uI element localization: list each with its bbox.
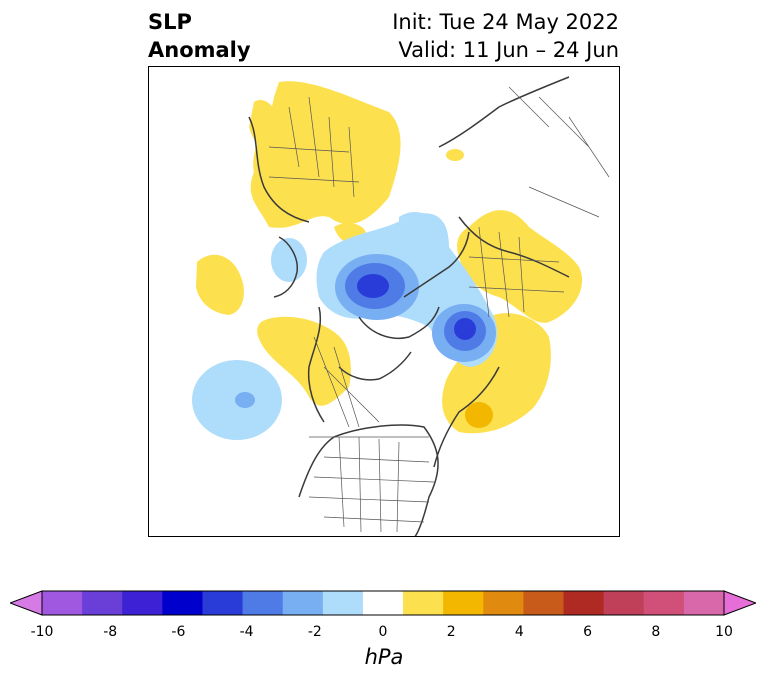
colorbar-tick-label: -6 — [171, 624, 186, 640]
political-borders — [268, 86, 610, 533]
colorbar-extend-max — [723, 590, 756, 616]
colorbar-unit-label: hPa — [364, 645, 404, 669]
negative-anomaly-bering — [271, 238, 307, 282]
map-title: SLP Anomaly — [148, 8, 251, 64]
colorbar-tick-label: -2 — [307, 624, 322, 640]
colorbar-cell — [403, 591, 444, 615]
colorbar-cell — [362, 591, 404, 615]
colorbar — [10, 590, 756, 616]
positive-anomaly-siberia — [249, 81, 401, 244]
negative-anomaly-north-pacific-core — [235, 392, 255, 408]
colorbar-cell — [122, 591, 163, 615]
colorbar-cell — [443, 591, 484, 615]
positive-anomaly-europe — [457, 210, 583, 323]
colorbar-tick-label: 0 — [378, 624, 388, 640]
colorbar-cell — [322, 591, 364, 615]
colorbar-tick-label: 2 — [446, 624, 456, 640]
positive-anomaly-greenland-sea — [446, 149, 464, 161]
colorbar-outline — [41, 590, 725, 616]
colorbar-cell — [162, 591, 203, 615]
colorbar-cell — [523, 591, 565, 615]
colorbar-cell — [202, 591, 244, 615]
coastlines — [248, 76, 570, 536]
negative-anomaly-barents-inner — [357, 274, 389, 298]
colorbar-tick-label: 10 — [715, 624, 733, 640]
colorbar-tick-labels: -10 -8 -6 -4 -2 0 2 4 6 8 10 — [0, 624, 768, 644]
colorbar-tick-label: 4 — [514, 624, 524, 640]
anomaly-map — [192, 76, 610, 536]
colorbar-cell — [643, 591, 685, 615]
colorbar-tick-label: -8 — [103, 624, 118, 640]
positive-anomaly-pacific — [196, 254, 244, 315]
init-date: Init: Tue 24 May 2022 — [392, 10, 619, 34]
colorbar-tick-label: 6 — [583, 624, 593, 640]
colorbar-cell — [242, 591, 284, 615]
colorbar-cell — [603, 591, 645, 615]
colorbar-cell — [683, 591, 725, 615]
colorbar-cell — [483, 591, 524, 615]
colorbar-cell — [42, 591, 83, 615]
title-line-1: SLP — [148, 10, 192, 34]
colorbar-cell — [563, 591, 605, 615]
title-line-2: Anomaly — [148, 38, 251, 62]
colorbar-tick-label: 8 — [651, 624, 661, 640]
negative-anomaly-baffin-inner — [454, 318, 476, 340]
colorbar-tick-label: -4 — [239, 624, 254, 640]
positive-anomaly-west-canada — [257, 316, 351, 406]
colorbar-extend-min — [10, 590, 43, 616]
map-panel — [148, 66, 620, 537]
valid-period: Valid: 11 Jun – 24 Jun — [398, 38, 619, 62]
positive-anomaly-atlantic-core — [465, 402, 493, 428]
colorbar-tick-label: -10 — [30, 624, 54, 640]
colorbar-cell — [282, 591, 324, 615]
forecast-dates: Init: Tue 24 May 2022 Valid: 11 Jun – 24… — [392, 8, 619, 64]
colorbar-cell — [82, 591, 123, 615]
